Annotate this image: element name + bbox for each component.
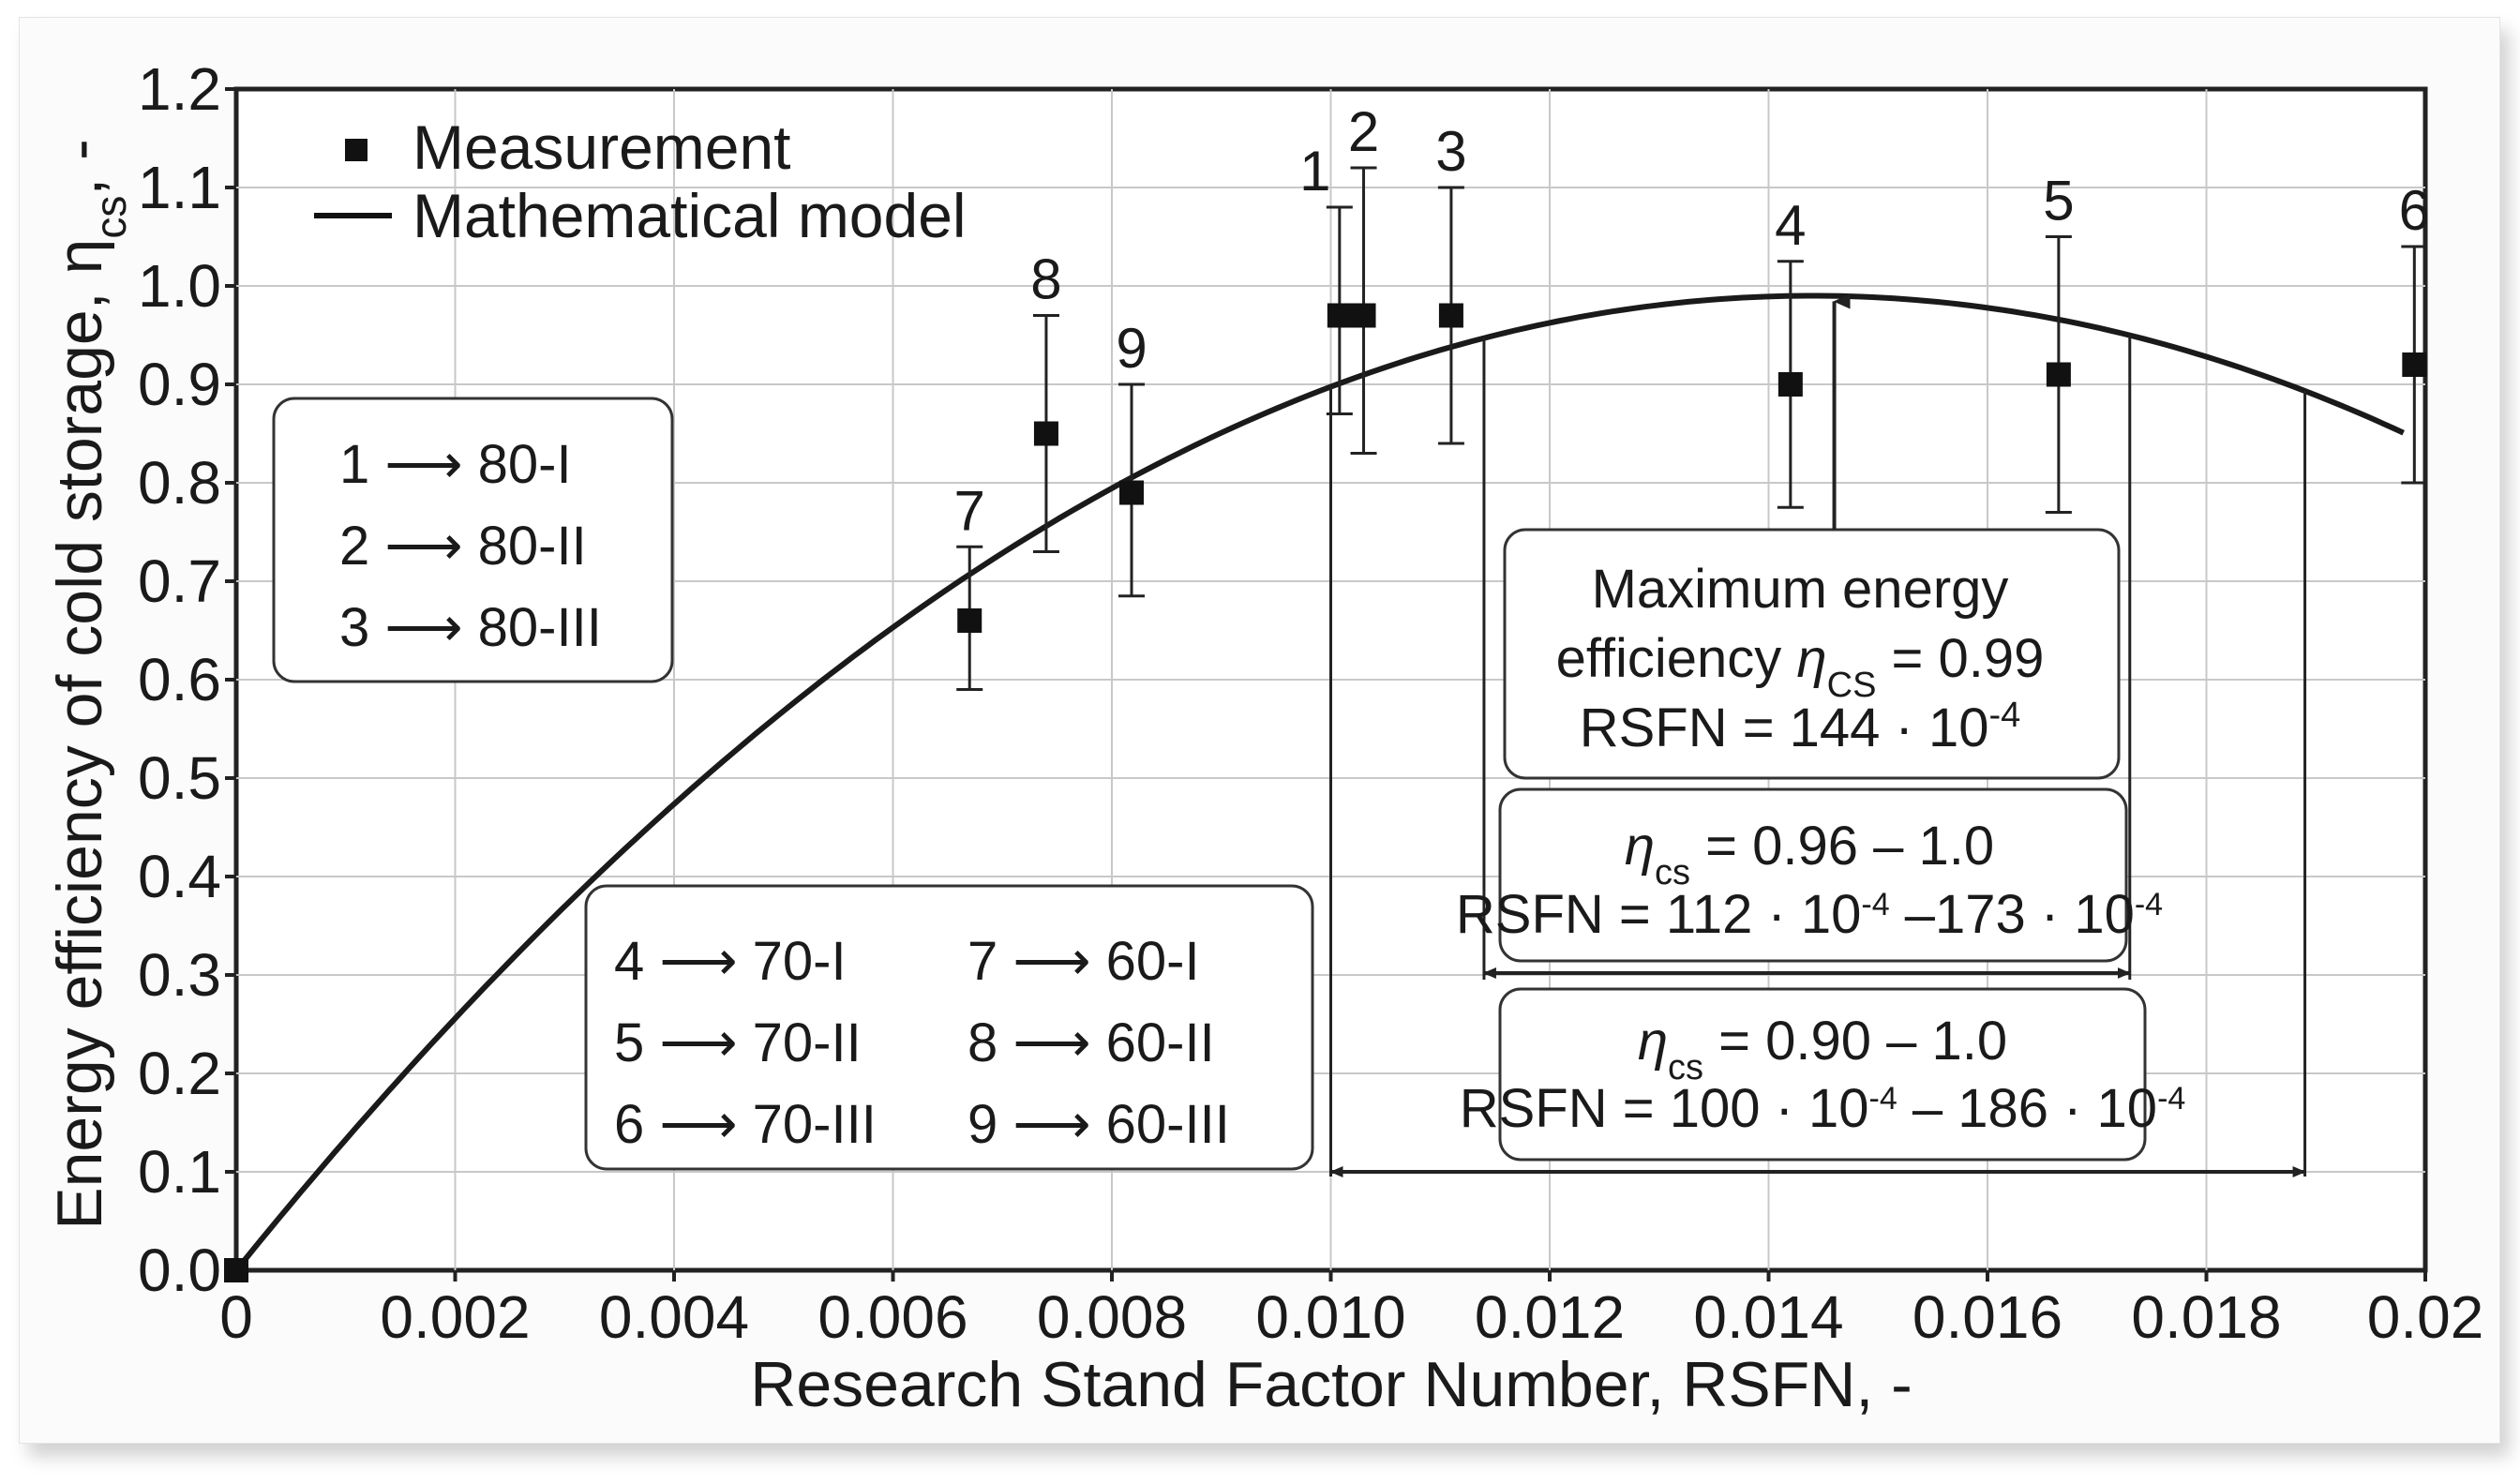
measurement-label: 3 [1435,120,1466,183]
range-090-box-frame [1498,987,2147,1162]
y-tick-labels: 0.0 0.1 0.2 0.3 0.4 0.5 0.6 0.7 0.8 0.9 1.0 1.1 1.2 [138,55,221,1304]
key-60-line-3: 9 ⟶ 60-III [968,1094,1230,1155]
measurement-marker [1438,303,1463,328]
max-line-2: efficiency ηCS = 0.99 [1556,628,2045,705]
measurement-marker [1119,480,1145,505]
legend-measurement: Measurement [412,112,791,182]
measurement-points: 12 3 4 5 6 7 89 [224,100,2430,1282]
key-70-line-2: 5 ⟶ 70-II [614,1012,862,1073]
measurement-label: 2 [1348,100,1379,163]
y-tick-label: 0.4 [138,843,221,910]
x-tick-label: 0.014 [1693,1283,1843,1351]
legend-marker-square [345,139,368,161]
x-tick-label: 0.02 [2367,1283,2484,1351]
y-tick-label: 1.2 [138,55,221,123]
range-090-box: ηcs = 0.90 – 1.0 RSFN = 100 · 10-4 – 186… [1460,987,2186,1162]
y-tick-label: 0.7 [138,547,221,615]
key-box-80: 1 ⟶ 80-I 2 ⟶ 80-II 3 ⟶ 80-III [272,397,674,683]
key-60-line-1: 7 ⟶ 60-I [968,931,1200,992]
measurement-marker [2402,352,2427,377]
range-096-box-frame [1498,787,2128,963]
max-line-3: RSFN = 144 · 10-4 [1580,696,2021,758]
range-090-line-1: ηcs = 0.90 – 1.0 [1638,1011,2007,1087]
x-tick-label: 0.010 [1255,1283,1405,1351]
y-tick-label: 0.3 [138,941,221,1009]
key-70-line-3: 6 ⟶ 70-III [614,1094,877,1155]
measurement-marker [1327,303,1352,328]
max-efficiency-box: Maximum energy efficiency ηCS = 0.99 RSF… [1503,528,2121,780]
measurement-4: 4 [1775,194,1807,509]
key-box-70-60: 4 ⟶ 70-I 5 ⟶ 70-II 6 ⟶ 70-III 7 ⟶ 60-I 8… [584,884,1314,1171]
x-tick-label: 0.002 [380,1283,530,1351]
x-axis-title: Research Stand Factor Number, RSFN, - [750,1349,1912,1420]
measurement-6: 6 [2399,179,2430,485]
measurement-marker [1033,421,1058,446]
range-090-line-2: RSFN = 100 · 10-4 – 186 · 10-4 [1460,1078,2186,1139]
key-80-line-2: 2 ⟶ 80-II [339,516,587,577]
measurement-2: 2 [1348,100,1379,455]
y-tick-label: 0.9 [138,351,221,418]
max-efficiency-box-frame [1503,528,2121,780]
x-tick-label: 0.012 [1475,1283,1625,1351]
measurement-5: 5 [2043,170,2075,514]
x-tick-label: 0.018 [2131,1283,2281,1351]
measurement-8: 8 [1030,248,1062,553]
key-box-70-60-frame [584,884,1314,1171]
measurement-3: 3 [1435,120,1467,445]
measurement-marker [1778,372,1803,397]
key-60-line-2: 8 ⟶ 60-II [968,1012,1215,1073]
y-tick-label: 0.8 [138,449,221,517]
y-tick-label: 0.0 [138,1237,221,1304]
measurement-label: 1 [1299,140,1330,202]
measurement-marker [2046,362,2071,387]
range-096-line-2: RSFN = 112 · 10-4 –173 · 10-4 [1456,884,2163,945]
measurement-label: 5 [2043,170,2074,232]
origin-marker [224,1258,248,1282]
key-box-80-frame [272,397,674,683]
y-tick-label: 0.1 [138,1138,221,1206]
y-tick-label: 1.1 [138,154,221,221]
y-axis-title: Energy efficiency of cold storage, ηcs, … [44,139,135,1230]
measurement-label: 7 [954,479,985,542]
measurement-9: 9 [1116,317,1148,598]
x-tick-label: 0.008 [1037,1283,1187,1351]
y-tick-label: 0.2 [138,1040,221,1107]
annotation-guides [1329,335,2307,1177]
legend-model: Mathematical model [412,181,967,250]
x-tick-labels: 0 0.002 0.004 0.006 0.008 0.010 0.012 0.014 0.01… [219,1283,2483,1351]
x-tick-label: 0 [219,1283,253,1351]
measurement-7: 7 [954,479,985,691]
legend: Measurement Mathematical model [314,112,967,250]
key-80-line-1: 1 ⟶ 80-I [339,434,572,495]
key-80-line-3: 3 ⟶ 80-III [339,597,602,658]
x-tick-label: 0.016 [1912,1283,2062,1351]
measurement-label: 6 [2399,179,2430,242]
max-line-1: Maximum energy [1592,559,2009,620]
x-tick-label: 0.004 [599,1283,749,1351]
measurement-marker [957,608,982,633]
range-096-box: ηcs = 0.96 – 1.0 RSFN = 112 · 10-4 –173 … [1456,787,2163,963]
model-curve [233,292,2405,1272]
key-70-line-1: 4 ⟶ 70-I [614,931,847,992]
y-tick-label: 0.6 [138,646,221,713]
measurement-label: 8 [1030,248,1061,311]
measurement-1: 1 [1299,140,1353,415]
y-tick-label: 0.5 [138,744,221,812]
measurement-label: 4 [1775,194,1806,257]
measurement-label: 9 [1116,317,1147,380]
x-tick-label: 0.006 [818,1283,968,1351]
measurement-marker [1351,303,1376,328]
y-tick-label: 1.0 [138,252,221,320]
range-096-line-1: ηcs = 0.96 – 1.0 [1625,816,1994,892]
